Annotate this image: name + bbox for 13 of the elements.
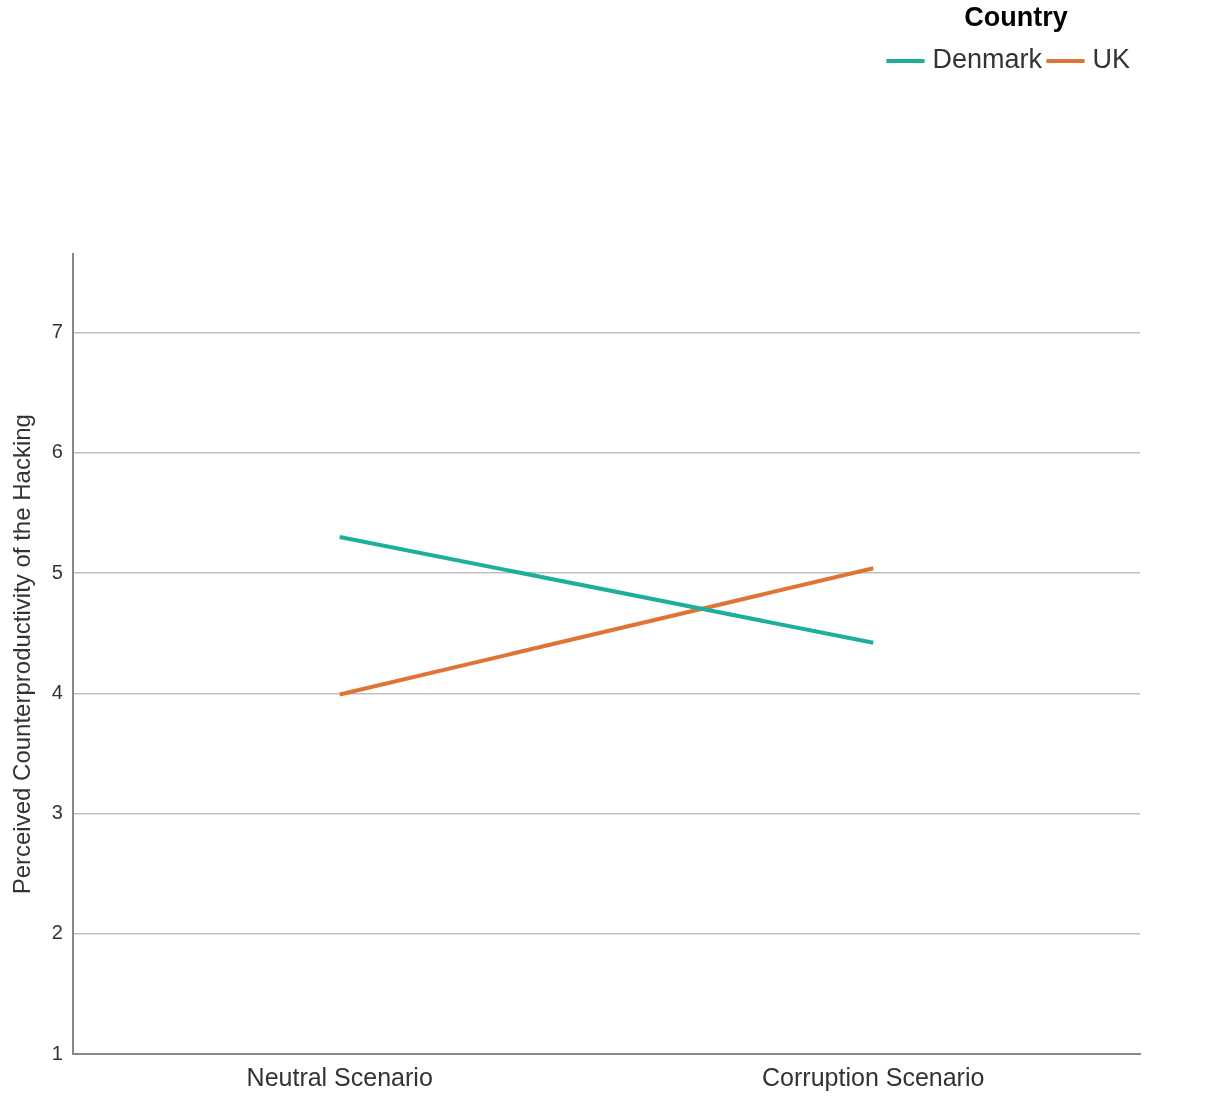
x-tick-label: Neutral Scenario	[246, 1062, 433, 1091]
legend-label: UK	[1092, 44, 1131, 75]
legend-title: Country	[964, 1, 1068, 32]
y-tick-label: 2	[51, 921, 63, 944]
y-axis-title: Perceived Counterproductivity of the Hacking	[8, 414, 36, 895]
legend-label: Denmark	[932, 44, 1043, 75]
y-tick-label: 3	[51, 801, 63, 824]
y-tick-label: 6	[51, 440, 63, 463]
y-tick-label: 4	[51, 680, 63, 703]
y-tick-label: 5	[51, 560, 63, 583]
y-tick-label: 1	[51, 1041, 63, 1064]
y-tick-label: 7	[51, 320, 63, 343]
x-tick-label: Corruption Scenario	[762, 1062, 985, 1091]
